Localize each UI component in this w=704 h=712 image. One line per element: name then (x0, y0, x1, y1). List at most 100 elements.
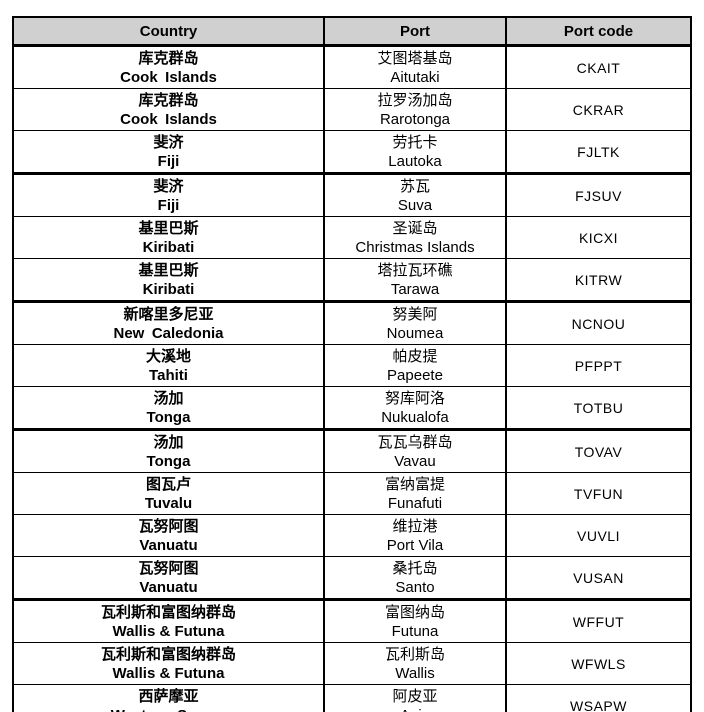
port-name-en: Port Vila (386, 536, 444, 554)
table-row: 大溪地 Tahiti 帕皮提 Papeete PFPPT (12, 344, 692, 387)
port-cell: 富图纳岛 Futuna (323, 599, 507, 643)
port-cell: 圣诞岛 Christmas Islands (323, 216, 507, 259)
port-code-cell: TVFUN (505, 472, 692, 515)
port-code-cell: VUSAN (505, 556, 692, 601)
port-name-en: Lautoka (388, 152, 442, 170)
port-name-en: Vavau (394, 452, 436, 470)
table-row: 瓦利斯和富图纳群岛 Wallis & Futuna 富图纳岛 Futuna WF… (12, 599, 692, 643)
port-code-cell: WFWLS (505, 642, 692, 685)
country-cell: 新喀里多尼亚 New Caledonia (12, 301, 325, 345)
port-name-en: Santo (395, 578, 435, 596)
port-name-zh: 桑托岛 (392, 559, 438, 577)
country-name-en: Kiribati (142, 238, 195, 256)
port-name-en: Suva (397, 196, 433, 214)
country-cell: 斐济 Fiji (12, 130, 325, 175)
port-code-cell: CKAIT (505, 45, 692, 89)
country-name-zh: 瓦利斯和富图纳群岛 (100, 645, 236, 663)
port-code-cell: WSAPW (505, 684, 692, 712)
port-cell: 劳托卡 Lautoka (323, 130, 507, 175)
country-cell: 基里巴斯 Kiribati (12, 258, 325, 303)
port-cell: 瓦利斯岛 Wallis (323, 642, 507, 685)
port-cell: 阿皮亚 Apia (323, 684, 507, 712)
port-name-en: Aitutaki (390, 68, 440, 86)
country-name-zh: 瓦努阿图 (138, 559, 199, 577)
country-name-zh: 基里巴斯 (138, 261, 199, 279)
country-cell: 瓦利斯和富图纳群岛 Wallis & Futuna (12, 599, 325, 643)
table-body: 库克群岛 Cook Islands 艾图塔基岛 Aitutaki CKAIT 库… (12, 45, 692, 712)
country-cell: 大溪地 Tahiti (12, 344, 325, 387)
port-code-cell: VUVLI (505, 514, 692, 557)
table-row: 汤加 Tonga 瓦瓦乌群岛 Vavau TOVAV (12, 429, 692, 473)
port-name-zh: 圣诞岛 (392, 219, 438, 237)
column-header-country: Country (12, 16, 325, 47)
table-row: 基里巴斯 Kiribati 圣诞岛 Christmas Islands KICX… (12, 216, 692, 259)
port-name-zh: 拉罗汤加岛 (377, 91, 453, 109)
country-cell: 汤加 Tonga (12, 429, 325, 473)
table-header-row: Country Port Port code (12, 16, 692, 47)
country-name-zh: 基里巴斯 (138, 219, 199, 237)
country-name-en: Cook Islands (120, 110, 217, 128)
table-row: 瓦努阿图 Vanuatu 桑托岛 Santo VUSAN (12, 556, 692, 601)
port-name-en: Noumea (386, 324, 444, 342)
country-name-en: Fiji (157, 196, 180, 214)
country-name-en: Tuvalu (144, 494, 193, 512)
port-cell: 帕皮提 Papeete (323, 344, 507, 387)
country-cell: 西萨摩亚 Western Samoa (12, 684, 325, 712)
country-name-en: Wallis & Futuna (112, 664, 225, 682)
port-name-en: Wallis (395, 664, 435, 682)
port-name-zh: 富图纳岛 (384, 603, 445, 621)
port-code-table-wrap: Country Port Port code 库克群岛 Cook Islands… (12, 16, 692, 712)
country-name-zh: 瓦努阿图 (138, 517, 199, 535)
port-name-en: Tarawa (390, 280, 440, 298)
port-name-en: Christmas Islands (355, 238, 475, 256)
port-code-cell: TOTBU (505, 386, 692, 431)
port-cell: 塔拉瓦环礁 Tarawa (323, 258, 507, 303)
port-cell: 艾图塔基岛 Aitutaki (323, 45, 507, 89)
table-row: 瓦利斯和富图纳群岛 Wallis & Futuna 瓦利斯岛 Wallis WF… (12, 642, 692, 685)
country-name-en: Wallis & Futuna (112, 622, 225, 640)
country-name-zh: 图瓦卢 (145, 475, 191, 493)
country-cell: 瓦利斯和富图纳群岛 Wallis & Futuna (12, 642, 325, 685)
table-row: 斐济 Fiji 苏瓦 Suva FJSUV (12, 173, 692, 217)
country-name-en: Kiribati (142, 280, 195, 298)
country-name-zh: 斐济 (153, 177, 184, 195)
port-name-zh: 努库阿洛 (384, 389, 445, 407)
country-name-zh: 大溪地 (145, 347, 191, 365)
port-cell: 努库阿洛 Nukualofa (323, 386, 507, 431)
country-cell: 瓦努阿图 Vanuatu (12, 514, 325, 557)
port-name-zh: 富纳富提 (384, 475, 445, 493)
port-code-cell: NCNOU (505, 301, 692, 345)
column-header-port-code: Port code (505, 16, 692, 47)
country-name-zh: 新喀里多尼亚 (123, 305, 214, 323)
port-code-cell: KITRW (505, 258, 692, 303)
country-cell: 库克群岛 Cook Islands (12, 45, 325, 89)
port-code-cell: FJSUV (505, 173, 692, 217)
port-code-cell: WFFUT (505, 599, 692, 643)
table-row: 库克群岛 Cook Islands 拉罗汤加岛 Rarotonga CKRAR (12, 88, 692, 131)
port-code-table: Country Port Port code 库克群岛 Cook Islands… (12, 16, 692, 712)
country-name-zh: 汤加 (153, 433, 184, 451)
column-header-port: Port (323, 16, 507, 47)
country-cell: 基里巴斯 Kiribati (12, 216, 325, 259)
table-row: 基里巴斯 Kiribati 塔拉瓦环礁 Tarawa KITRW (12, 258, 692, 303)
port-name-en: Apia (326, 706, 504, 712)
country-name-en: Tahiti (149, 366, 188, 384)
country-cell: 库克群岛 Cook Islands (12, 88, 325, 131)
table-row: 西萨摩亚 Western Samoa 阿皮亚 Apia WSAPW (12, 684, 692, 712)
table-row: 新喀里多尼亚 New Caledonia 努美阿 Noumea NCNOU (12, 301, 692, 345)
port-cell: 富纳富提 Funafuti (323, 472, 507, 515)
country-name-en: New Caledonia (113, 324, 224, 342)
port-name-zh: 阿皮亚 (392, 687, 438, 705)
country-name-en: Tonga (146, 452, 191, 470)
country-name-zh: 汤加 (153, 389, 184, 407)
port-name-en: Nukualofa (381, 408, 449, 426)
port-cell: 努美阿 Noumea (323, 301, 507, 345)
country-cell: 汤加 Tonga (12, 386, 325, 431)
country-name-en: Western Samoa (15, 706, 322, 712)
port-name-en: Papeete (387, 366, 443, 384)
country-name-en: Vanuatu (139, 536, 198, 554)
country-name-en: Fiji (157, 152, 180, 170)
port-cell: 苏瓦 Suva (323, 173, 507, 217)
port-name-zh: 塔拉瓦环礁 (377, 261, 453, 279)
